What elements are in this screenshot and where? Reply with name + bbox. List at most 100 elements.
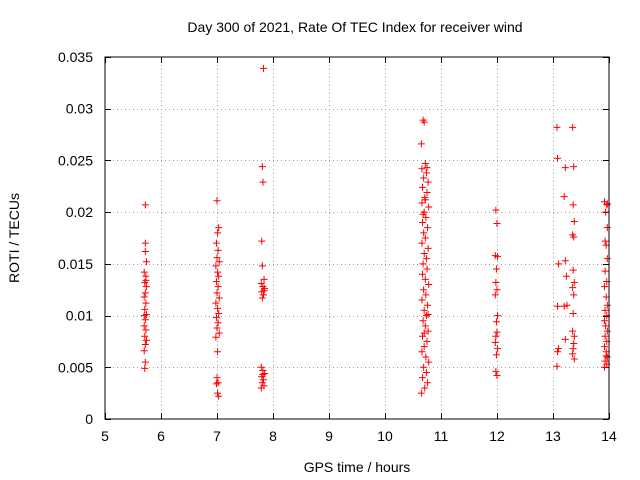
data-point — [421, 384, 429, 392]
data-point — [492, 265, 500, 273]
data-point — [569, 350, 577, 358]
data-point — [418, 239, 426, 247]
data-point — [420, 329, 428, 337]
data-point — [418, 348, 426, 356]
data-point — [212, 380, 220, 388]
data-point — [569, 201, 577, 209]
data-point — [601, 332, 609, 340]
data-point — [140, 268, 148, 276]
data-point — [212, 333, 220, 341]
data-point — [258, 237, 266, 245]
data-point — [493, 220, 501, 228]
data-point — [561, 257, 569, 265]
data-point — [214, 389, 222, 397]
grid — [105, 57, 609, 419]
x-tick-label: 11 — [434, 428, 449, 444]
data-point — [420, 229, 428, 237]
data-point — [422, 312, 430, 320]
data-point — [603, 200, 611, 208]
x-tick-label: 12 — [489, 428, 505, 444]
y-tick-label: 0.01 — [66, 308, 93, 324]
data-point — [601, 317, 609, 325]
data-point — [422, 353, 430, 361]
data-point — [212, 239, 220, 247]
data-point — [491, 338, 499, 346]
data-point — [214, 246, 222, 254]
data-point — [215, 258, 223, 266]
chart-title: Day 300 of 2021, Rate Of TEC Index for r… — [187, 19, 522, 35]
data-point — [420, 174, 428, 182]
data-point — [142, 276, 150, 284]
data-point — [569, 345, 577, 353]
y-tick-label: 0.015 — [58, 256, 93, 272]
data-point — [213, 289, 221, 297]
data-point — [562, 272, 570, 280]
data-point — [419, 218, 427, 226]
data-point — [259, 371, 267, 379]
data-point — [561, 335, 569, 343]
data-point — [424, 178, 432, 186]
data-point — [212, 314, 220, 322]
data-point — [140, 293, 148, 301]
data-point — [419, 317, 427, 325]
data-point — [259, 178, 267, 186]
data-point — [569, 310, 577, 318]
data-point — [603, 301, 611, 309]
data-point — [424, 244, 432, 252]
data-point — [423, 337, 431, 345]
data-point — [491, 291, 499, 299]
data-point — [214, 268, 222, 276]
data-point — [142, 336, 150, 344]
data-point — [258, 163, 266, 171]
data-point — [493, 372, 501, 380]
data-point — [141, 316, 149, 324]
data-point — [215, 329, 223, 337]
data-point — [421, 275, 429, 283]
data-point — [492, 206, 500, 214]
data-point — [213, 324, 221, 332]
data-point — [425, 281, 433, 289]
data-point — [215, 392, 223, 400]
data-point — [141, 305, 149, 313]
data-point — [422, 169, 430, 177]
data-point — [424, 224, 432, 232]
data-point — [423, 164, 431, 172]
plot-frame — [104, 56, 610, 420]
y-tick-label: 0.02 — [66, 204, 93, 220]
data-point — [421, 322, 429, 330]
data-point — [142, 283, 150, 291]
data-point — [555, 260, 563, 268]
data-point — [259, 64, 267, 72]
y-tick-label: 0.03 — [66, 101, 93, 117]
y-tick-label: 0.025 — [58, 152, 93, 168]
data-point — [215, 224, 223, 232]
data-point — [418, 296, 426, 304]
x-tick-label: 8 — [269, 428, 277, 444]
data-point — [424, 379, 432, 387]
data-point — [553, 362, 561, 370]
data-point — [142, 299, 150, 307]
data-point — [419, 210, 427, 218]
data-point — [563, 301, 571, 309]
data-point — [555, 345, 563, 353]
data-point — [420, 306, 428, 314]
data-point — [601, 343, 609, 351]
data-point — [494, 312, 502, 320]
data-point — [492, 351, 500, 359]
data-point — [420, 118, 428, 126]
data-point — [258, 262, 266, 270]
data-point — [424, 301, 432, 309]
data-point — [212, 299, 220, 307]
data-point — [257, 384, 265, 392]
data-point — [553, 154, 561, 162]
data-point — [141, 289, 149, 297]
data-point — [493, 286, 501, 294]
data-point — [214, 319, 222, 327]
x-tick-label: 10 — [377, 428, 393, 444]
data-point — [140, 322, 148, 330]
data-point — [260, 275, 268, 283]
data-point — [141, 364, 149, 372]
data-point — [569, 266, 577, 274]
data-point — [212, 277, 220, 285]
data-point — [570, 355, 578, 363]
